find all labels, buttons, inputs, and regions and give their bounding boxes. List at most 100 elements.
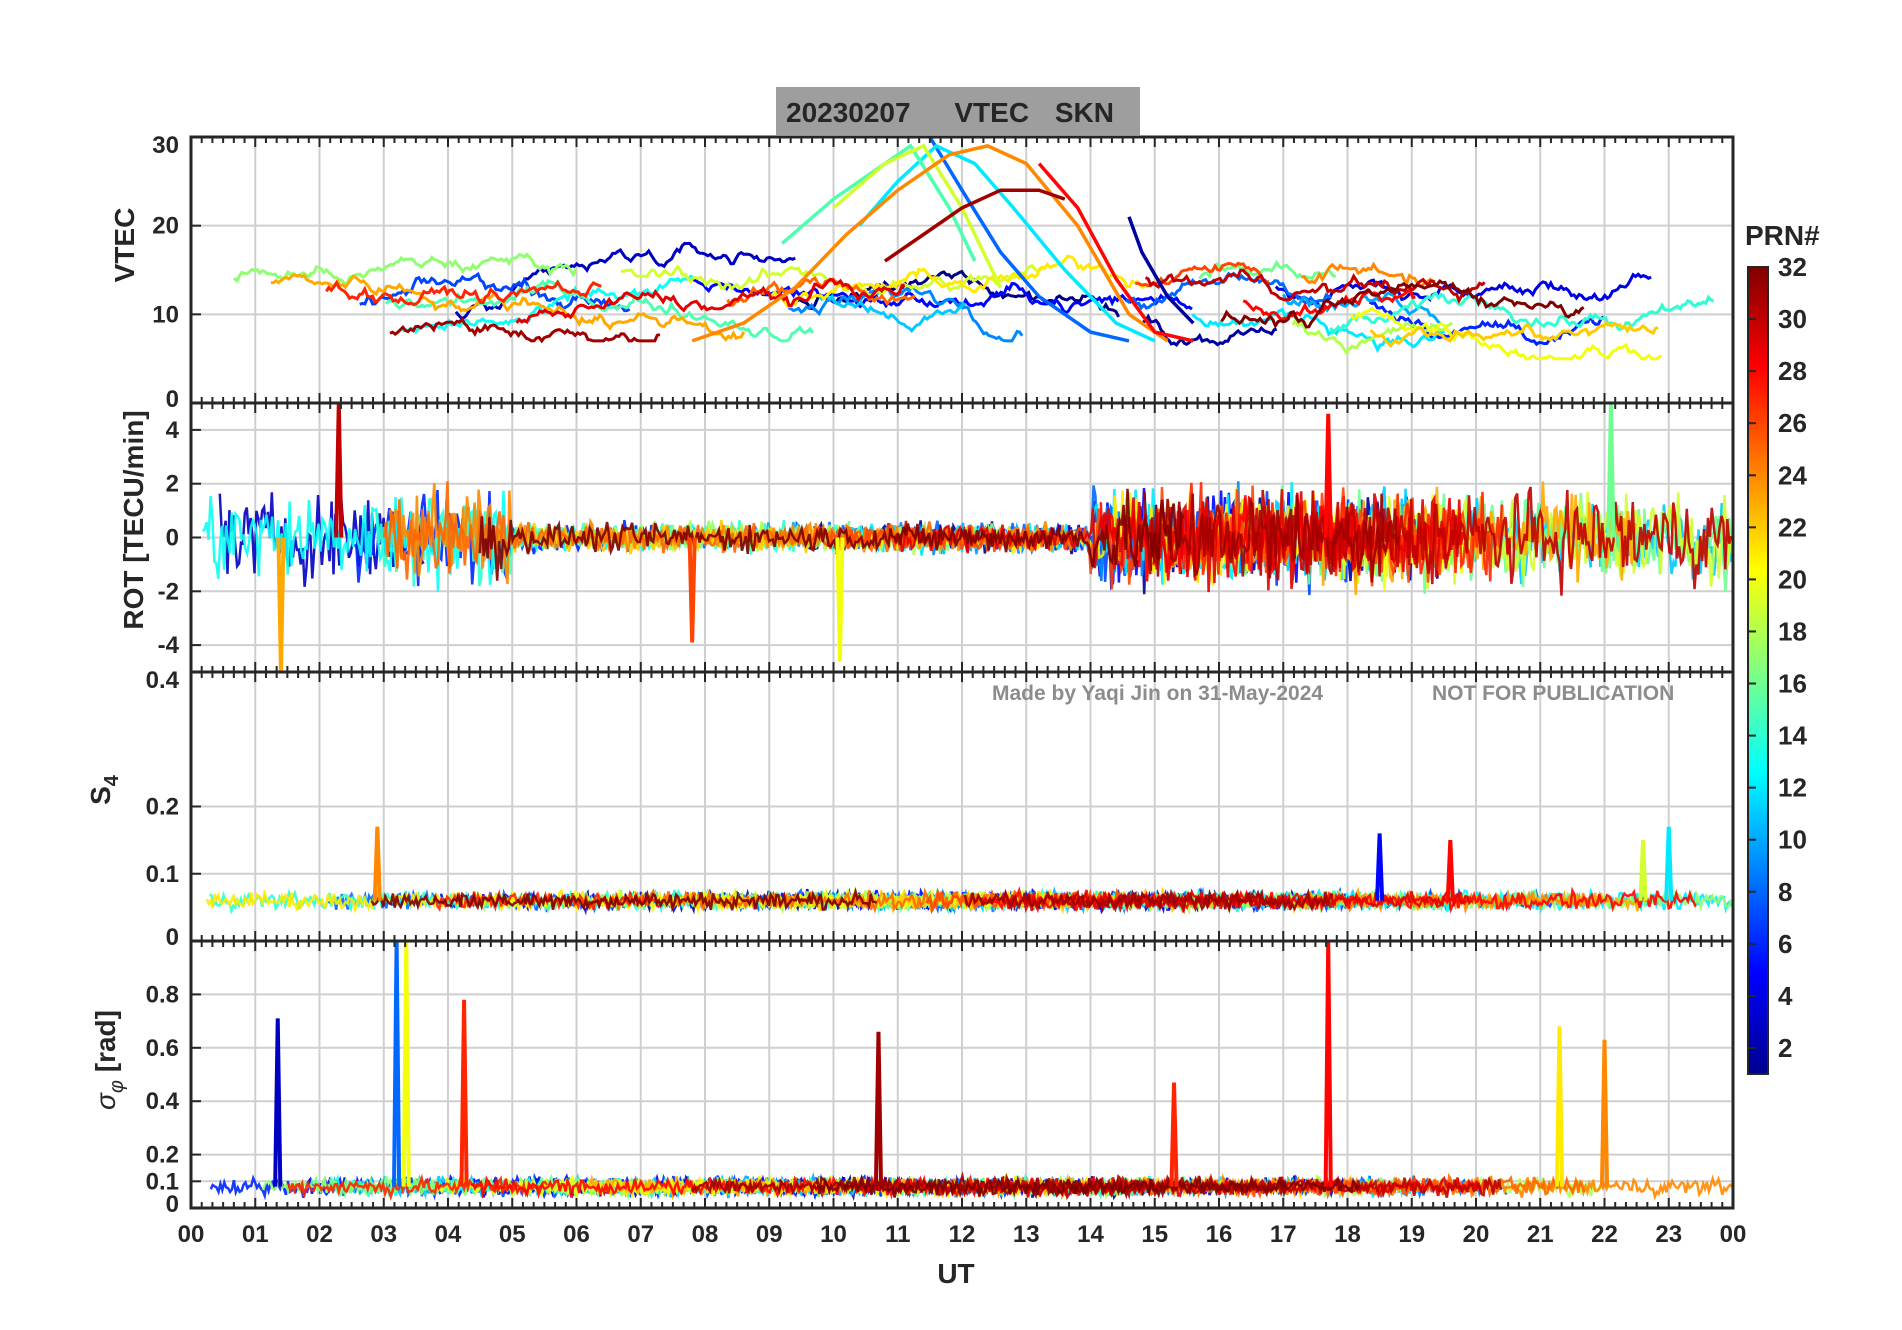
- rot-trace-prn-32: [478, 488, 1185, 581]
- x-tick-label: 00: [1720, 1221, 1747, 1248]
- vtec-series-prn-19: [832, 143, 1003, 289]
- rot-peak-3: [687, 537, 697, 643]
- vtec-trace-prn-18: [1291, 316, 1454, 357]
- x-tick-label: 09: [756, 1221, 783, 1248]
- vtec-series-prn-31: [883, 188, 1066, 263]
- x-tick-label: 06: [563, 1221, 590, 1248]
- vtec-series-prn-2: [1127, 216, 1195, 325]
- s4-peak-3: [1638, 840, 1648, 901]
- vtec-series-prn-12: [857, 143, 1156, 343]
- vtec-trace-prn-22: [1369, 321, 1659, 349]
- vtec-series-prn-28: [1037, 162, 1194, 343]
- s4-ylabel: S4: [85, 774, 123, 805]
- colorbar-tick-label: 24: [1778, 460, 1807, 490]
- watermark-author: Made by Yaqi Jin on 31-May-2024: [992, 682, 1323, 705]
- sigma_phi-trace-prn-27: [287, 1173, 549, 1201]
- colorbar-tick-label: 12: [1778, 773, 1807, 803]
- vtec-ytick-label: 20: [152, 213, 179, 240]
- x-axis-label: UT: [937, 1258, 974, 1289]
- x-tick-label: 08: [692, 1221, 719, 1248]
- vtec-ylabel: VTEC: [109, 208, 140, 283]
- vtec-trace-prn-24: [1301, 261, 1436, 288]
- vtec-series-prn-8: [928, 136, 1130, 343]
- vtec-trace-prn-8: [1125, 271, 1332, 311]
- vtec-trace-prn-11: [818, 293, 967, 334]
- x-tick-label: 22: [1591, 1221, 1618, 1248]
- x-tick-label: 17: [1270, 1221, 1297, 1248]
- x-tick-label: 02: [306, 1221, 333, 1248]
- sigma_phi-peak-5: [1169, 1082, 1179, 1187]
- rot-trace-prn-31: [1143, 491, 1401, 583]
- colorbar-tick-label: 2: [1778, 1033, 1792, 1063]
- rot-panel: -4 -2 0 2 4: [158, 401, 1735, 674]
- rot-ytick-label: -4: [158, 632, 180, 659]
- vtec-trace-prn-14: [1329, 291, 1715, 335]
- colorbar-tick-label: 20: [1778, 564, 1807, 594]
- colorbar-tick-label: 28: [1778, 356, 1807, 386]
- vtec-series-prn-24: [691, 144, 1169, 343]
- colorbar-tick-label: 14: [1778, 721, 1807, 751]
- colorbar-tick-label: 30: [1778, 304, 1807, 334]
- vtec-trace-prn-31: [389, 316, 661, 344]
- x-tick-label: 19: [1398, 1221, 1425, 1248]
- x-tick-label: 21: [1527, 1221, 1554, 1248]
- sigma_phi-ytick-label: 0.8: [146, 981, 179, 1008]
- colorbar-label: PRN#: [1745, 220, 1820, 251]
- s4-traces: [205, 826, 1733, 916]
- vtec-trace-prn-23: [270, 272, 746, 342]
- x-tick-label: 12: [949, 1221, 976, 1248]
- s4-peak-1: [1375, 833, 1385, 901]
- title-box: 20230207 VTEC SKN: [776, 87, 1140, 135]
- x-tick-label: 15: [1141, 1221, 1168, 1248]
- svg-text:20230207 VTEC SKN: 20230207 VTEC SKN: [786, 97, 1114, 128]
- rot-peak-4: [1323, 413, 1333, 538]
- sigma_phi-ytick-label: 0.6: [146, 1035, 179, 1062]
- vtec-ytick-label: 30: [152, 132, 179, 159]
- sigma-phi-panel: 00.10.2 0.4 0.6 0.8 00 01 02 03 04 05 06 07 08 09 10 11…: [146, 939, 1747, 1248]
- s4-ytick-label: 0: [166, 924, 179, 951]
- sigma-phi-ylabel: σφ [rad]: [90, 1010, 128, 1110]
- s4-ytick-label: 0.4: [146, 667, 180, 694]
- rot-ytick-label: 0: [166, 525, 179, 552]
- s4-peak-0: [372, 826, 382, 901]
- s4-peak-4: [1664, 826, 1674, 901]
- rot-peak-2: [835, 537, 845, 662]
- vtec-trace-prn-27: [325, 279, 602, 307]
- vtec-trace-prn-2: [1142, 313, 1277, 347]
- sigma_phi-peak-3: [273, 1018, 283, 1187]
- x-tick-label: 05: [499, 1221, 526, 1248]
- colorbar-tick-label: 32: [1778, 252, 1807, 282]
- rot-ylabel: ROT [TECU/min]: [118, 410, 149, 629]
- x-tick-label: 14: [1077, 1221, 1104, 1248]
- vtec-trace-prn-29: [515, 277, 905, 325]
- vtec-trace-prn-1: [796, 269, 1120, 318]
- watermark-notice: NOT FOR PUBLICATION: [1432, 682, 1674, 705]
- colorbar-tick-label: 26: [1778, 408, 1807, 438]
- sigma_phi-grid: [191, 941, 1733, 1208]
- sigma_phi-ytick-label: 0.4: [146, 1088, 180, 1115]
- vtec-trace-prn-20: [1349, 306, 1663, 361]
- vtec-panel: 0 10 20 30: [152, 132, 1735, 413]
- rot-xticks: [190, 403, 1734, 672]
- x-tick-label: 16: [1206, 1221, 1233, 1248]
- vtec-trace-prn-9: [787, 284, 1024, 343]
- rot-ytick-label: 2: [166, 471, 179, 498]
- sigma_phi-xticks: [190, 941, 1734, 1208]
- colorbar-tick-label: 8: [1778, 877, 1792, 907]
- colorbar-tick-label: 6: [1778, 929, 1792, 959]
- title-date: 20230207: [786, 97, 911, 128]
- s4-ytick-label: 0.1: [146, 861, 179, 888]
- vtec-ytick-label: 0: [166, 386, 179, 413]
- x-tick-label: 07: [627, 1221, 654, 1248]
- x-tick-label: 01: [242, 1221, 269, 1248]
- colorbar-tick-label: 18: [1778, 616, 1807, 646]
- s4-peak-2: [1445, 840, 1455, 901]
- s4-trace-prn-31: [963, 888, 1334, 914]
- colorbar-gradient: [1747, 266, 1769, 1075]
- title-quantity: VTEC: [954, 97, 1029, 128]
- vtec-ytick-label: 10: [152, 301, 179, 328]
- vtec-trace-prn-17: [232, 252, 578, 286]
- sigma_phi-traces: [209, 940, 1733, 1202]
- sigma_phi-peak-8: [1599, 1039, 1610, 1187]
